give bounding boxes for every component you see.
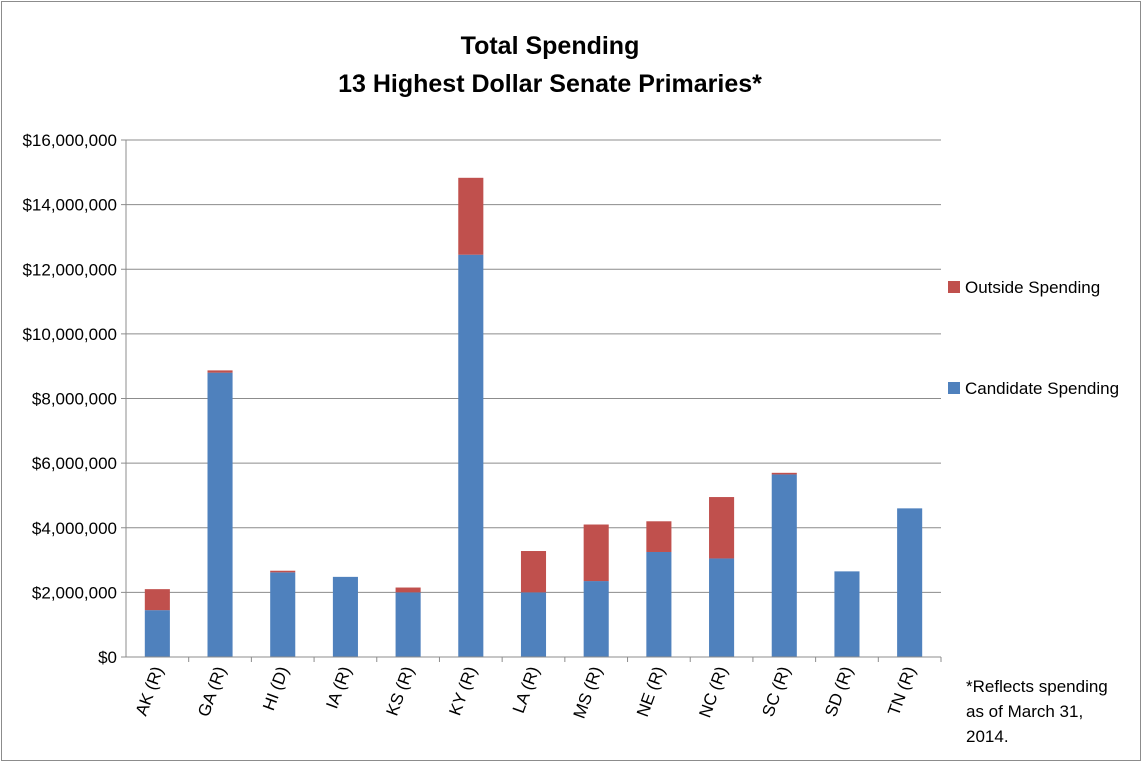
y-tick-label: $0 [98,648,117,667]
bar-segment [144,610,170,657]
gridlines [126,139,941,593]
footnote-line: *Reflects spending [966,677,1108,696]
bar-segment [646,521,672,552]
bars [144,177,923,657]
axes [121,139,942,662]
y-tick-label: $8,000,000 [32,390,117,409]
x-tick-label: NE (R) [633,664,669,719]
bar-segment [897,508,923,657]
bar-segment [207,372,233,657]
x-tick-label: SD (R) [821,664,857,719]
x-tick-label: HI (D) [259,664,292,713]
chart-subtitle: 13 Highest Dollar Senate Primaries* [338,70,762,98]
y-tick-label: $4,000,000 [32,519,117,538]
x-tick-label: NC (R) [695,664,731,720]
x-tick-label: KY (R) [445,664,480,718]
bar-segment [458,177,484,255]
bar-segment [583,524,609,582]
x-tick-label: LA (R) [509,664,543,716]
bar-segment [583,581,609,657]
x-tick-label: MS (R) [570,664,606,721]
bar-segment [771,472,797,475]
bar-segment [520,592,547,657]
bar-segment [834,571,860,657]
footnote-line: 2014. [966,727,1009,746]
footnote: *Reflects spending as of March 31, 2014. [966,677,1108,746]
bar-segment [144,589,170,611]
y-axis-tick-labels: $0 $2,000,000 $4,000,000 $6,000,000 $8,000,0… [22,131,117,667]
x-tick-label: AK (R) [132,664,167,718]
bar-segment [771,474,797,657]
legend-swatch [948,281,960,293]
y-tick-label: $14,000,000 [22,196,117,215]
y-tick-label: $2,000,000 [32,583,117,602]
bar-segment [395,592,421,657]
x-axis-tick-labels: AK (R) GA (R) HI (D) IA (R) KS (R) KY (R) LA (… [132,664,920,721]
bar-segment [332,576,358,657]
bar-segment [395,587,421,593]
legend-label: Outside Spending [965,278,1100,297]
legend-label: Candidate Spending [965,379,1119,398]
bar-segment [207,370,233,373]
x-tick-label: TN (R) [884,664,919,718]
legend: Outside Spending Candidate Spending [948,278,1119,398]
chart-title: Total Spending [461,32,640,60]
bar-segment [270,570,296,573]
x-tick-label: KS (R) [383,664,418,718]
x-tick-label: IA (R) [322,664,355,711]
y-tick-label: $12,000,000 [22,260,117,279]
bar-segment [709,558,735,657]
legend-swatch [948,382,960,394]
x-tick-label: GA (R) [194,664,230,719]
y-tick-label: $10,000,000 [22,325,117,344]
bar-segment [646,551,672,657]
bar-segment [458,254,484,657]
bar-segment [709,497,735,559]
y-tick-label: $16,000,000 [22,131,117,150]
y-tick-label: $6,000,000 [32,454,117,473]
footnote-line: as of March 31, [966,702,1083,721]
bar-segment [270,572,296,657]
x-tick-label: SC (R) [758,664,794,719]
bar-segment [520,551,547,593]
